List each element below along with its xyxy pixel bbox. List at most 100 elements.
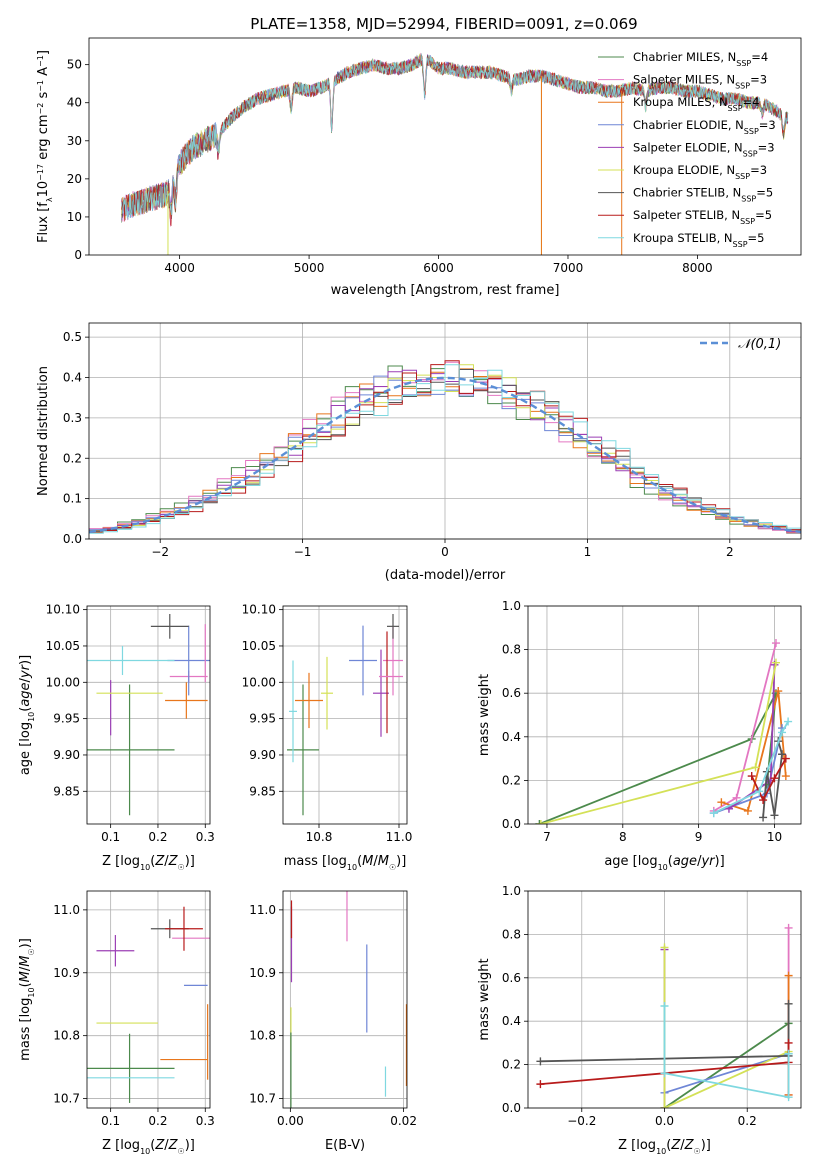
y-tick-label: 10.10 (242, 603, 276, 617)
axes: 7 8 9 10 0.0 0.2 0.4 0.6 0.8 1.0 age [log10(age/yr… (477, 599, 802, 872)
legend-label: Salpeter MILES, NSSP=3 (633, 73, 767, 91)
y-tick-label: 0.2 (63, 451, 82, 465)
x-tick-label: −1 (294, 545, 312, 559)
y-tick-label: 40 (67, 96, 82, 110)
weight-marker (535, 820, 544, 824)
y-tick-label: 0.0 (502, 817, 521, 831)
y-tick-label: 0.2 (502, 773, 521, 787)
x-axis-label: mass [log10(M/M☉)] (284, 854, 407, 872)
x-tick-label: −0.2 (567, 1114, 596, 1128)
y-tick-label: 0.8 (502, 927, 521, 941)
x-axis-label: Z [log10(Z/Z☉)] (618, 1138, 711, 1156)
y-tick-label: 9.95 (249, 712, 276, 726)
x-tick-label: 0.00 (277, 1114, 304, 1128)
weight-marker (781, 772, 790, 781)
spectrum-panel: 4000 5000 6000 7000 8000 0 10 20 30 40 50 wavelengt… (36, 37, 802, 298)
legend-label: Salpeter ELODIE, NSSP=3 (633, 140, 775, 158)
plot-area (87, 613, 210, 816)
legend-label: Kroupa STELIB, NSSP=5 (633, 231, 764, 249)
weight-marker (784, 1093, 793, 1102)
gaussian-reference-curve (89, 376, 801, 534)
y-tick-label: 0.1 (63, 492, 82, 506)
y-tick-label: 10.05 (46, 639, 80, 653)
legend-label: Chabrier ELODIE, NSSP=3 (633, 118, 776, 136)
y-tick-label: 0.6 (502, 971, 521, 985)
y-tick-label: 1.0 (502, 884, 521, 898)
weight-line (750, 758, 787, 803)
histogram-step (89, 364, 801, 534)
weight-marker (774, 687, 783, 696)
x-tick-label: 0.3 (196, 830, 215, 844)
legend-label: Kroupa MILES, NSSP=4 (633, 95, 759, 113)
x-tick-label: 7000 (553, 261, 584, 275)
plot-area (121, 52, 789, 255)
weight-marker (759, 796, 768, 805)
x-tick-label: 0.2 (148, 1114, 167, 1128)
y-tick-label: 9.90 (53, 748, 80, 762)
plot-area (290, 891, 407, 1108)
x-tick-label: 1 (584, 545, 592, 559)
axes-frame (527, 890, 802, 1109)
y-tick-label: 10.7 (249, 1092, 276, 1106)
errorbar-point (165, 906, 203, 951)
x-tick-label: 9 (695, 830, 703, 844)
weight-marker (743, 806, 752, 815)
y-tick-label: 9.85 (249, 784, 276, 798)
y-tick-label: 0.0 (63, 532, 82, 546)
weight-marker (747, 772, 756, 781)
y-tick-label: 10.00 (242, 675, 276, 689)
weight-marker (660, 1002, 669, 1011)
plot-area (535, 639, 793, 824)
errorbar-point (387, 613, 399, 639)
axes-frame (527, 605, 802, 825)
weight-line (663, 1006, 790, 1099)
y-tick-label: 10.7 (53, 1092, 80, 1106)
y-tick-label: 0.2 (502, 1058, 521, 1072)
weight-line (663, 947, 789, 1108)
x-tick-label: 11.0 (386, 830, 413, 844)
weight-marker (784, 717, 793, 726)
weight-marker (732, 793, 741, 802)
axes-frame (282, 890, 408, 1109)
axes: 0.1 0.2 0.3 9.85 9.90 9.95 10.00 10.05 10.10 Z [l… (18, 603, 215, 872)
axes: 4000 5000 6000 7000 8000 0 10 20 30 40 50 wavelengt… (36, 37, 802, 298)
mass-weight-vs-age-panel: 7 8 9 10 0.0 0.2 0.4 0.6 0.8 1.0 age [log10(age/yr… (477, 599, 802, 872)
weight-marker (660, 943, 669, 952)
x-axis-label: wavelength [Angstrom, rest frame] (331, 283, 560, 298)
errorbar-point (295, 672, 323, 729)
plot-area (89, 360, 801, 534)
spectrum-line (121, 53, 789, 220)
x-tick-label: 5000 (294, 261, 325, 275)
x-axis-label: E(B-V) (325, 1138, 365, 1153)
legend-label: 𝒩(0,1) (738, 337, 781, 352)
y-tick-label: 11.0 (53, 903, 80, 917)
age-vs-mass-panel: 10.8 11.0 9.85 9.90 9.95 10.00 10.05 10.10 mass … (242, 603, 413, 872)
weight-marker (778, 728, 787, 737)
y-tick-label: 9.85 (53, 784, 80, 798)
y-tick-label: 0.6 (502, 686, 521, 700)
y-tick-label: 0.4 (502, 730, 521, 744)
errorbar-point (321, 656, 333, 730)
x-tick-label: 0.2 (148, 830, 167, 844)
x-tick-label: 0.02 (390, 1114, 417, 1128)
y-tick-label: 0.3 (63, 411, 82, 425)
y-tick-label: 10.05 (242, 639, 276, 653)
weight-marker (751, 763, 760, 772)
histogram-step (89, 360, 801, 534)
grid (283, 891, 407, 1108)
errorbar-point (349, 625, 377, 696)
grid (87, 606, 210, 824)
x-tick-label: 0.3 (196, 1114, 215, 1128)
weight-marker (759, 813, 768, 822)
x-axis-label: (data-model)/error (385, 568, 506, 583)
weight-marker (660, 1104, 669, 1108)
figure-title: PLATE=1358, MJD=52994, FIBERID=0091, z=0… (250, 15, 637, 33)
x-tick-label: 8000 (682, 261, 713, 275)
x-tick-label: 0 (441, 545, 449, 559)
legend-label: Salpeter STELIB, NSSP=5 (633, 208, 772, 226)
plot-area (87, 906, 210, 1103)
weight-line (713, 721, 789, 814)
grid (283, 606, 407, 824)
grid (87, 891, 210, 1108)
